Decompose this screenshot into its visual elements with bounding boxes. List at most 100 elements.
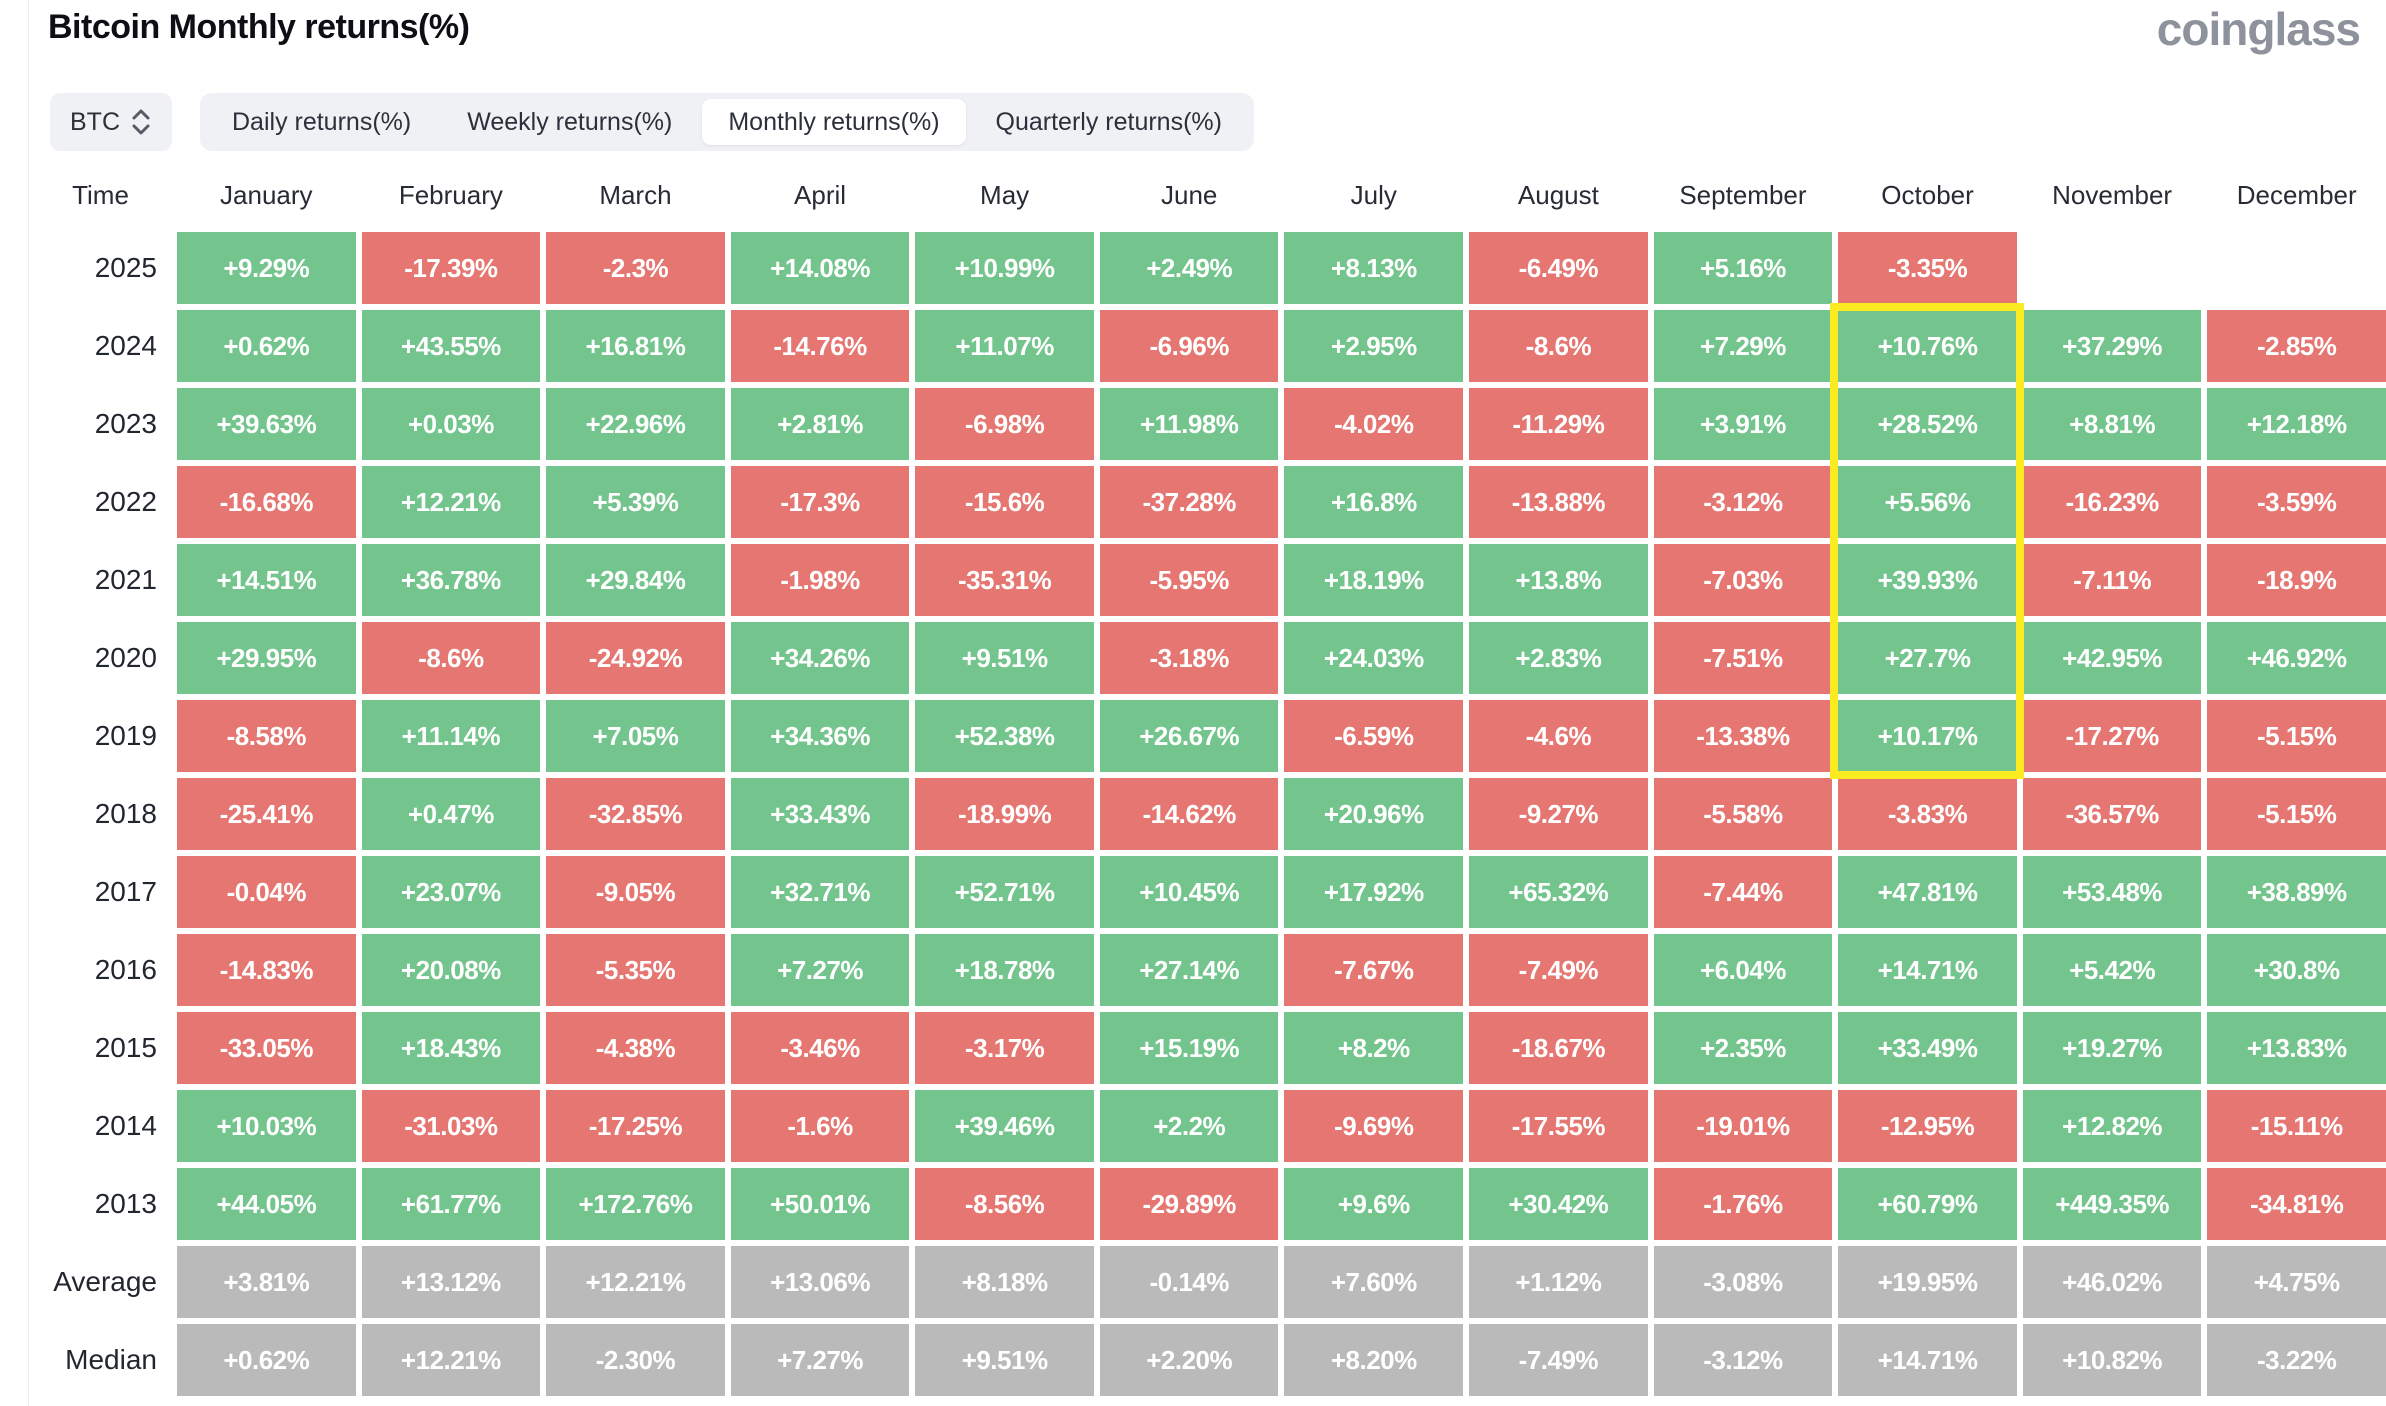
cell-2024-july: +2.95%	[1284, 310, 1464, 382]
cell-2017-august: +65.32%	[1469, 856, 1648, 928]
cell-2022-september: -3.12%	[1653, 466, 1833, 538]
col-header-november: November	[2052, 179, 2173, 210]
cell-average-january: +3.81%	[177, 1246, 356, 1318]
cell-2013-november: +449.35%	[2022, 1168, 2202, 1240]
row-label-2020: 2020	[94, 642, 157, 673]
cell-2019-june: +26.67%	[1099, 700, 1279, 772]
cell-2018-december: -5.15%	[2207, 778, 2386, 850]
cell-2018-february: +0.47%	[361, 778, 541, 850]
cell-median-august: -7.49%	[1469, 1324, 1648, 1396]
cell-2019-september: -13.38%	[1653, 700, 1833, 772]
tab-weekly-returns[interactable]: Weekly returns(%)	[441, 99, 698, 145]
cell-median-november: +10.82%	[2022, 1324, 2202, 1396]
col-header-august: August	[1517, 179, 1599, 210]
cell-2017-march: -9.05%	[546, 856, 725, 928]
cell-median-april: +7.27%	[730, 1324, 910, 1396]
cell-2013-december: -34.81%	[2207, 1168, 2386, 1240]
col-header-july: July	[1350, 179, 1397, 210]
tab-quarterly-returns[interactable]: Quarterly returns(%)	[970, 99, 1248, 145]
cell-2023-november: +8.81%	[2022, 388, 2202, 460]
cell-2015-may: -3.17%	[915, 1012, 1094, 1084]
cell-2025-august: -6.49%	[1469, 232, 1648, 304]
cell-2014-september: -19.01%	[1653, 1090, 1833, 1162]
cell-2013-january: +44.05%	[177, 1168, 356, 1240]
cell-2016-november: +5.42%	[2022, 934, 2202, 1006]
cell-2023-october: +28.52%	[1838, 388, 2017, 460]
cell-2013-june: -29.89%	[1099, 1168, 1279, 1240]
controls-bar: BTC Daily returns(%) Weekly returns(%) M…	[50, 93, 1254, 151]
tab-daily-returns[interactable]: Daily returns(%)	[206, 99, 437, 145]
cell-2015-september: +2.35%	[1653, 1012, 1833, 1084]
cell-2023-may: -6.98%	[915, 388, 1094, 460]
cell-2015-january: -33.05%	[177, 1012, 356, 1084]
cell-2024-september: +7.29%	[1653, 310, 1833, 382]
cell-2014-november: +12.82%	[2022, 1090, 2202, 1162]
cell-2021-july: +18.19%	[1284, 544, 1464, 616]
cell-2019-october: +10.17%	[1838, 700, 2017, 772]
cell-2014-october: -12.95%	[1838, 1090, 2017, 1162]
row-label-2017: 2017	[94, 876, 157, 907]
cell-2019-february: +11.14%	[361, 700, 541, 772]
cell-2018-march: -32.85%	[546, 778, 725, 850]
cell-median-march: -2.30%	[546, 1324, 725, 1396]
cell-2018-april: +33.43%	[730, 778, 910, 850]
cell-2024-january: +0.62%	[177, 310, 356, 382]
cell-2024-november: +37.29%	[2022, 310, 2202, 382]
row-label-2021: 2021	[94, 564, 157, 595]
cell-2015-march: -4.38%	[546, 1012, 725, 1084]
cell-2018-august: -9.27%	[1469, 778, 1648, 850]
page-title: Bitcoin Monthly returns(%)	[48, 8, 470, 46]
cell-2024-december: -2.85%	[2207, 310, 2386, 382]
row-label-2016: 2016	[94, 954, 157, 985]
row-label-2019: 2019	[94, 720, 157, 751]
cell-2020-july: +24.03%	[1284, 622, 1464, 694]
row-label-2015: 2015	[94, 1032, 157, 1063]
col-header-june: June	[1161, 179, 1218, 210]
monthly-returns-table: Time January February March April May June July…	[30, 164, 2386, 1396]
cell-2019-december: -5.15%	[2207, 700, 2386, 772]
cell-2024-may: +11.07%	[915, 310, 1094, 382]
cell-average-february: +13.12%	[361, 1246, 541, 1318]
cell-2023-february: +0.03%	[361, 388, 541, 460]
cell-2025-october: -3.35%	[1838, 232, 2017, 304]
cell-2022-october: +5.56%	[1838, 466, 2017, 538]
cell-average-july: +7.60%	[1284, 1246, 1464, 1318]
cell-2016-december: +30.8%	[2207, 934, 2386, 1006]
cell-2014-april: -1.6%	[730, 1090, 910, 1162]
row-label-2018: 2018	[94, 798, 157, 829]
cell-2021-october: +39.93%	[1838, 544, 2017, 616]
cell-2013-october: +60.79%	[1838, 1168, 2017, 1240]
cell-2013-august: +30.42%	[1469, 1168, 1648, 1240]
cell-2021-august: +13.8%	[1469, 544, 1648, 616]
cell-2022-february: +12.21%	[361, 466, 541, 538]
cell-2024-april: -14.76%	[730, 310, 910, 382]
cell-2015-december: +13.83%	[2207, 1012, 2386, 1084]
cell-2018-october: -3.83%	[1838, 778, 2017, 850]
cell-2021-june: -5.95%	[1099, 544, 1279, 616]
cell-2017-july: +17.92%	[1284, 856, 1464, 928]
cell-2020-march: -24.92%	[546, 622, 725, 694]
page-left-divider	[28, 0, 29, 1406]
cell-2017-february: +23.07%	[361, 856, 541, 928]
cell-2025-march: -2.3%	[546, 232, 725, 304]
cell-median-february: +12.21%	[361, 1324, 541, 1396]
cell-2015-february: +18.43%	[361, 1012, 541, 1084]
symbol-selector[interactable]: BTC	[50, 93, 172, 151]
cell-2014-june: +2.2%	[1099, 1090, 1279, 1162]
row-label-median: Median	[65, 1344, 157, 1375]
cell-median-january: +0.62%	[177, 1324, 356, 1396]
tab-monthly-returns[interactable]: Monthly returns(%)	[702, 99, 966, 145]
cell-median-july: +8.20%	[1284, 1324, 1464, 1396]
cell-2015-june: +15.19%	[1099, 1012, 1279, 1084]
cell-2025-september: +5.16%	[1653, 232, 1833, 304]
cell-2022-december: -3.59%	[2207, 466, 2386, 538]
cell-2014-august: -17.55%	[1469, 1090, 1648, 1162]
cell-2014-january: +10.03%	[177, 1090, 356, 1162]
col-header-december: December	[2236, 179, 2357, 210]
cell-2023-january: +39.63%	[177, 388, 356, 460]
cell-2023-july: -4.02%	[1284, 388, 1464, 460]
cell-2013-may: -8.56%	[915, 1168, 1094, 1240]
cell-average-march: +12.21%	[546, 1246, 725, 1318]
row-label-2023: 2023	[94, 408, 157, 439]
cell-2018-may: -18.99%	[915, 778, 1094, 850]
